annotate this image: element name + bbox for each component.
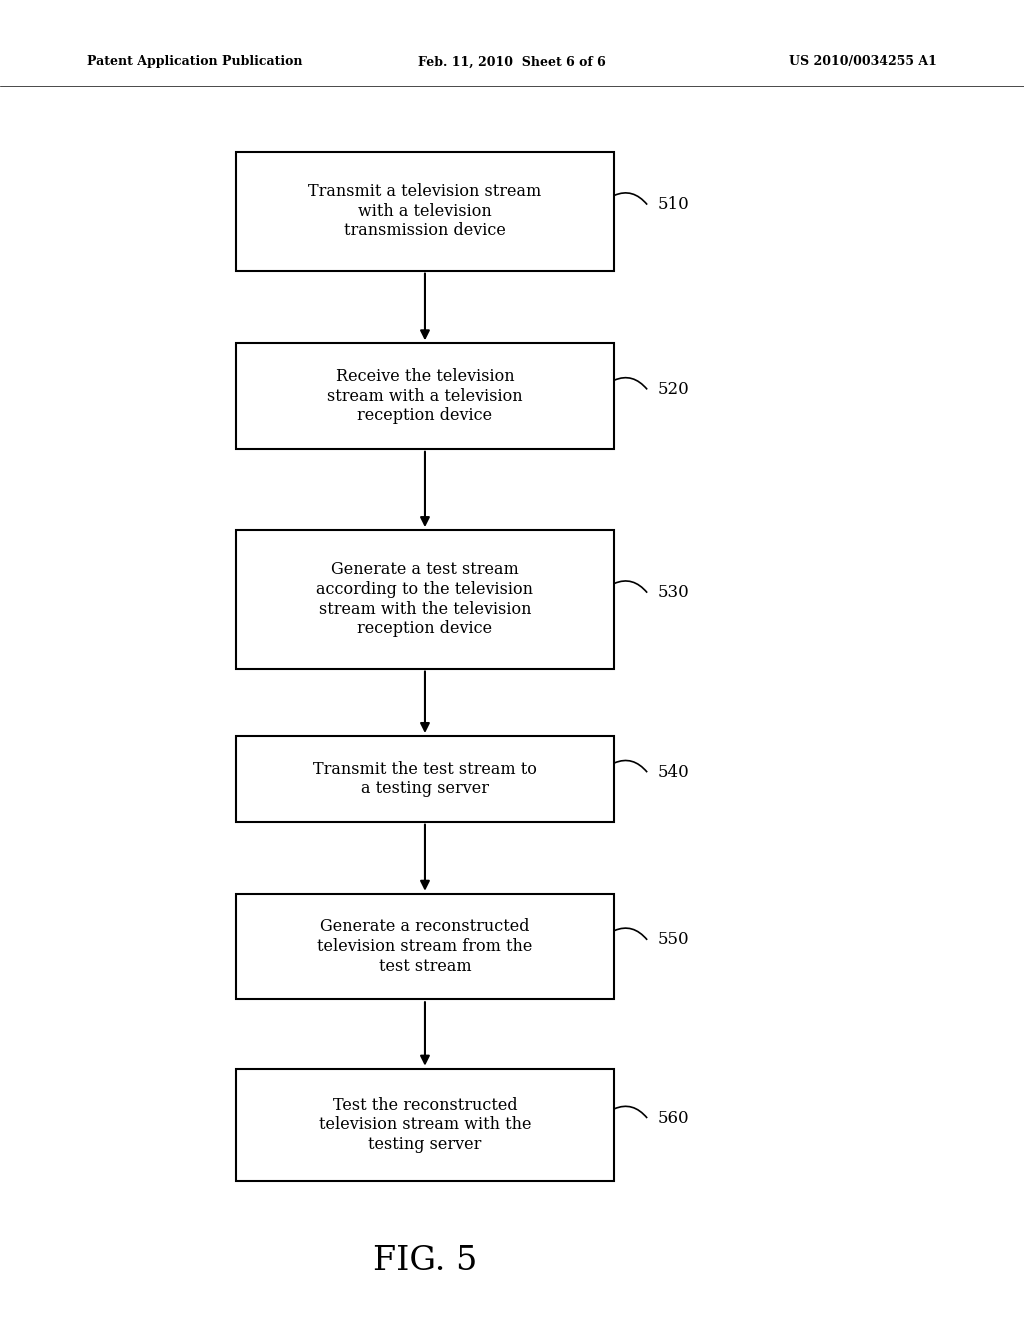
FancyBboxPatch shape: [236, 529, 614, 668]
Text: Generate a test stream
according to the television
stream with the television
re: Generate a test stream according to the …: [316, 561, 534, 638]
Text: 510: 510: [657, 197, 689, 213]
FancyBboxPatch shape: [236, 152, 614, 271]
Text: 520: 520: [657, 381, 689, 397]
Text: FIG. 5: FIG. 5: [373, 1245, 477, 1276]
FancyBboxPatch shape: [236, 343, 614, 449]
Text: Feb. 11, 2010  Sheet 6 of 6: Feb. 11, 2010 Sheet 6 of 6: [418, 55, 606, 69]
Text: Transmit the test stream to
a testing server: Transmit the test stream to a testing se…: [313, 760, 537, 797]
Text: Generate a reconstructed
television stream from the
test stream: Generate a reconstructed television stre…: [317, 919, 532, 974]
Text: 560: 560: [657, 1110, 689, 1126]
Text: Transmit a television stream
with a television
transmission device: Transmit a television stream with a tele…: [308, 183, 542, 239]
Text: Patent Application Publication: Patent Application Publication: [87, 55, 302, 69]
FancyBboxPatch shape: [236, 1069, 614, 1180]
Text: Test the reconstructed
television stream with the
testing server: Test the reconstructed television stream…: [318, 1097, 531, 1152]
Text: Receive the television
stream with a television
reception device: Receive the television stream with a tel…: [327, 368, 523, 424]
Text: 530: 530: [657, 585, 689, 601]
Text: 550: 550: [657, 932, 689, 948]
FancyBboxPatch shape: [236, 894, 614, 999]
Text: US 2010/0034255 A1: US 2010/0034255 A1: [790, 55, 937, 69]
Text: 540: 540: [657, 764, 689, 780]
FancyBboxPatch shape: [236, 737, 614, 821]
